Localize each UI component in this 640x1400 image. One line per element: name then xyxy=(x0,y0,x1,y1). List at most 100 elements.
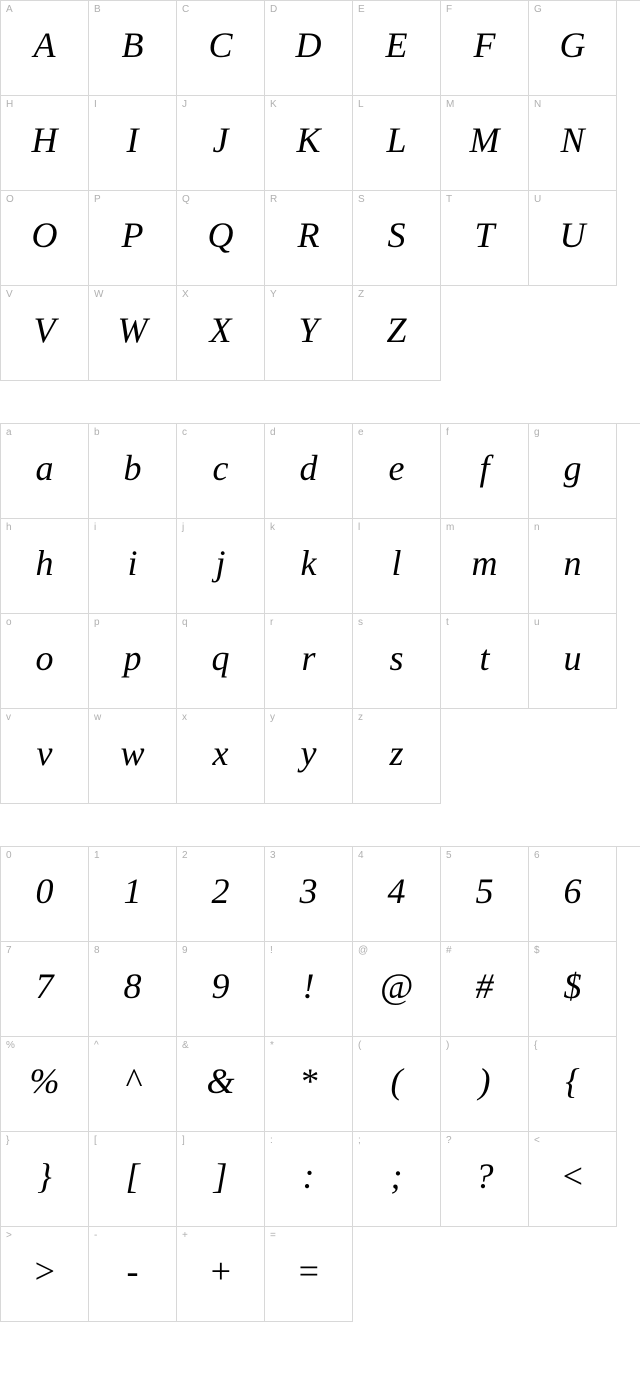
character-map-root: AABBCCDDEEFFGGHHIIJJKKLLMMNNOOPPQQRRSSTT… xyxy=(0,0,640,1322)
glyph-display: ( xyxy=(391,1063,403,1099)
glyph-display: E xyxy=(386,27,408,63)
glyph-label: 3 xyxy=(270,850,276,861)
glyph-display: = xyxy=(296,1253,320,1289)
glyph-label: 7 xyxy=(6,945,12,956)
glyph-label: < xyxy=(534,1135,540,1146)
glyph-display: > xyxy=(32,1253,56,1289)
glyph-cell: ;; xyxy=(353,1132,441,1227)
glyph-label: n xyxy=(534,522,540,533)
glyph-display: n xyxy=(564,545,582,581)
glyph-cell: VV xyxy=(1,286,89,381)
glyph-display: Q xyxy=(208,217,234,253)
glyph-cell: jj xyxy=(177,519,265,614)
glyph-label: V xyxy=(6,289,13,300)
glyph-display: f xyxy=(479,450,489,486)
glyph-cell: DD xyxy=(265,1,353,96)
glyph-label: F xyxy=(446,4,452,15)
glyph-label: G xyxy=(534,4,542,15)
glyph-label: A xyxy=(6,4,13,15)
glyph-display: 9 xyxy=(212,968,230,1004)
glyph-label: c xyxy=(182,427,187,438)
glyph-display: ] xyxy=(213,1158,227,1194)
glyph-cell: 00 xyxy=(1,847,89,942)
glyph-label: W xyxy=(94,289,103,300)
glyph-label: h xyxy=(6,522,12,533)
glyph-cell: FF xyxy=(441,1,529,96)
section-digits-symbols: 00112233445566778899!!@@##$$%%^^&&**(())… xyxy=(0,846,640,1322)
glyph-label: X xyxy=(182,289,189,300)
glyph-label: U xyxy=(534,194,541,205)
glyph-cell: EE xyxy=(353,1,441,96)
glyph-label: + xyxy=(182,1230,188,1241)
glyph-label: s xyxy=(358,617,363,628)
glyph-display: g xyxy=(564,450,582,486)
glyph-display: : xyxy=(303,1158,315,1194)
glyph-label: d xyxy=(270,427,276,438)
glyph-label: z xyxy=(358,712,363,723)
glyph-cell: QQ xyxy=(177,191,265,286)
glyph-cell: == xyxy=(265,1227,353,1322)
glyph-display: H xyxy=(32,122,58,158)
glyph-display: < xyxy=(560,1158,584,1194)
glyph-display: s xyxy=(389,640,403,676)
glyph-display: e xyxy=(389,450,405,486)
glyph-label: [ xyxy=(94,1135,97,1146)
glyph-cell: 55 xyxy=(441,847,529,942)
glyph-display: b xyxy=(124,450,142,486)
glyph-label: @ xyxy=(358,945,368,956)
glyph-label: 5 xyxy=(446,850,452,861)
glyph-label: Y xyxy=(270,289,277,300)
glyph-label: ( xyxy=(358,1040,361,1051)
glyph-display: x xyxy=(213,735,229,771)
glyph-display: ^ xyxy=(125,1063,140,1099)
glyph-display: w xyxy=(120,735,144,771)
glyph-cell: JJ xyxy=(177,96,265,191)
glyph-display: M xyxy=(470,122,500,158)
glyph-display: W xyxy=(118,312,148,348)
glyph-display: l xyxy=(391,545,401,581)
glyph-cell: qq xyxy=(177,614,265,709)
glyph-cell: ## xyxy=(441,942,529,1037)
glyph-label: x xyxy=(182,712,187,723)
glyph-display: 7 xyxy=(36,968,54,1004)
glyph-label: 2 xyxy=(182,850,188,861)
glyph-label: T xyxy=(446,194,452,205)
glyph-display: P xyxy=(122,217,144,253)
glyph-display: t xyxy=(479,640,489,676)
glyph-cell: xx xyxy=(177,709,265,804)
glyph-cell: 88 xyxy=(89,942,177,1037)
glyph-cell: 99 xyxy=(177,942,265,1037)
glyph-display: ? xyxy=(476,1158,494,1194)
glyph-label: : xyxy=(270,1135,273,1146)
glyph-display: 6 xyxy=(564,873,582,909)
glyph-label: C xyxy=(182,4,189,15)
glyph-cell: }} xyxy=(1,1132,89,1227)
glyph-cell: )) xyxy=(441,1037,529,1132)
glyph-cell: kk xyxy=(265,519,353,614)
glyph-label: ; xyxy=(358,1135,361,1146)
glyph-display: @ xyxy=(380,968,413,1004)
glyph-cell: 77 xyxy=(1,942,89,1037)
glyph-cell: hh xyxy=(1,519,89,614)
glyph-cell: 22 xyxy=(177,847,265,942)
glyph-cell: XX xyxy=(177,286,265,381)
glyph-label: i xyxy=(94,522,96,533)
glyph-display: ) xyxy=(479,1063,491,1099)
glyph-display: ; xyxy=(391,1158,403,1194)
glyph-label: P xyxy=(94,194,101,205)
glyph-label: g xyxy=(534,427,540,438)
glyph-display: L xyxy=(386,122,406,158)
glyph-label: t xyxy=(446,617,449,628)
glyph-cell: KK xyxy=(265,96,353,191)
glyph-display: [ xyxy=(125,1158,139,1194)
glyph-cell: dd xyxy=(265,424,353,519)
glyph-cell: && xyxy=(177,1037,265,1132)
glyph-display: + xyxy=(208,1253,232,1289)
glyph-label: R xyxy=(270,194,277,205)
glyph-display: C xyxy=(208,27,232,63)
glyph-label: > xyxy=(6,1230,12,1241)
glyph-display: { xyxy=(565,1063,579,1099)
glyph-label: B xyxy=(94,4,101,15)
glyph-display: o xyxy=(36,640,54,676)
glyph-cell: SS xyxy=(353,191,441,286)
